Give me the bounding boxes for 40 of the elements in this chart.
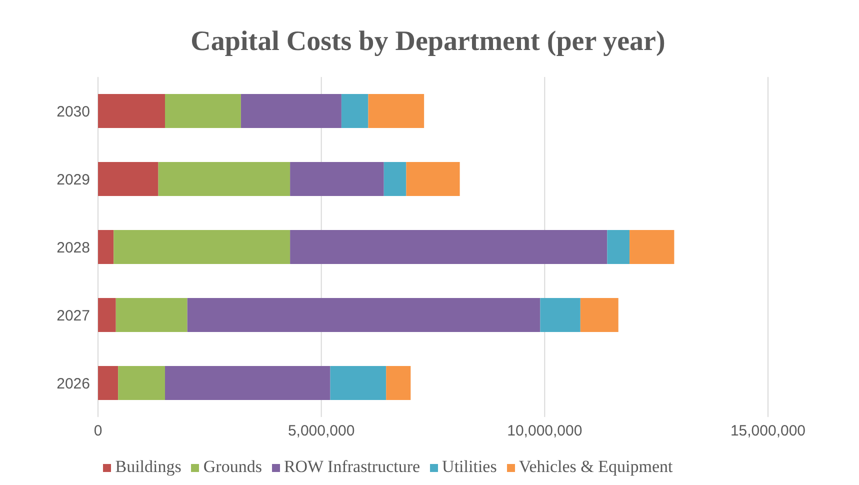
bar: [98, 94, 165, 128]
bar: [406, 162, 460, 196]
y-tick-label: 2027: [56, 307, 90, 324]
y-tick-label: 2026: [56, 375, 90, 392]
bar: [165, 366, 330, 400]
bar: [384, 162, 406, 196]
bar: [98, 230, 114, 264]
y-tick-label: 2029: [56, 171, 90, 188]
bar: [630, 230, 674, 264]
legend-label: ROW Infrastructure: [284, 457, 420, 476]
bar: [98, 162, 158, 196]
bar: [290, 162, 384, 196]
legend-label: Grounds: [203, 457, 262, 476]
legend-label: Vehicles & Equipment: [518, 457, 673, 476]
bar: [386, 366, 411, 400]
bar: [341, 94, 368, 128]
bar: [98, 366, 118, 400]
legend-label: Buildings: [115, 457, 182, 476]
bar: [540, 298, 580, 332]
bar: [116, 298, 188, 332]
bar: [98, 298, 116, 332]
bar: [187, 298, 540, 332]
y-tick-label: 2030: [56, 103, 90, 120]
x-tick-label: 10,000,000: [507, 422, 582, 440]
bar: [158, 162, 290, 196]
bar: [165, 94, 241, 128]
bar: [114, 230, 290, 264]
x-tick-label: 0: [94, 422, 102, 440]
legend-label: Utilities: [442, 457, 497, 476]
bar: [240, 94, 342, 128]
bar: [580, 298, 618, 332]
y-tick-label: 2028: [56, 239, 90, 256]
x-tick-label: 5,000,000: [288, 422, 355, 440]
x-tick-label: 15,000,000: [730, 422, 806, 440]
bar: [330, 366, 386, 400]
bar: [118, 366, 165, 400]
bar: [368, 94, 424, 128]
bar: [607, 230, 630, 264]
chart-title: Capital Costs by Department (per year): [190, 25, 666, 59]
bar: [290, 230, 608, 264]
